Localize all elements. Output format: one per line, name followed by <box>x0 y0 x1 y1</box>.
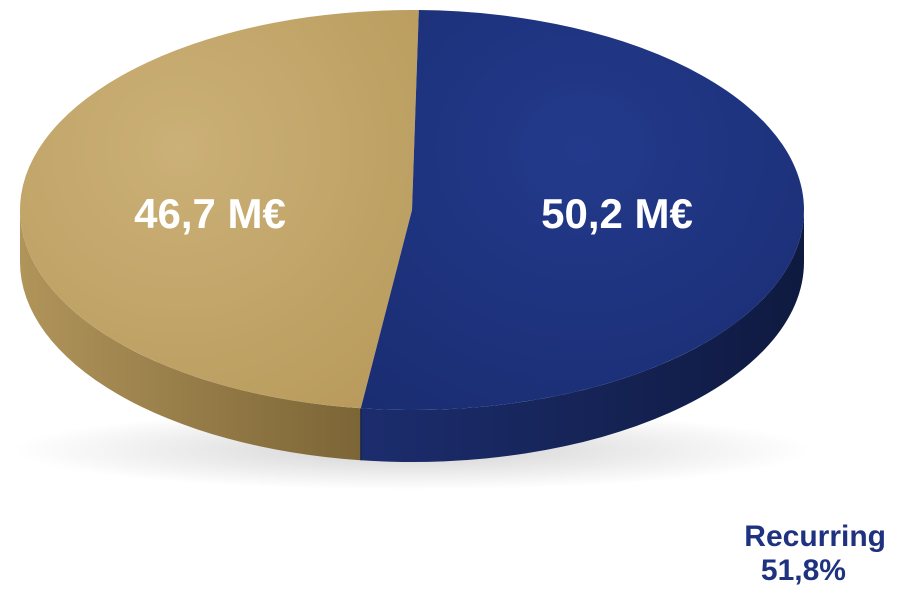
recurring-annotation: Recurring 51,8% <box>666 520 886 588</box>
pie-labels: 46,7 M€ 50,2 M€ <box>134 190 693 237</box>
pie-side-walls <box>20 210 804 462</box>
recurring-percent: 51,8% <box>760 554 846 587</box>
pie-label-gold: 46,7 M€ <box>134 190 286 237</box>
pie-side-gold <box>20 210 361 461</box>
pie-side-navy <box>360 210 804 462</box>
pie-slice-navy <box>360 10 805 411</box>
recurring-label: Recurring <box>744 520 886 553</box>
pie-top-faces <box>20 9 805 411</box>
pie-label-navy: 50,2 M€ <box>541 190 693 237</box>
pie-slice-gold <box>20 9 419 409</box>
